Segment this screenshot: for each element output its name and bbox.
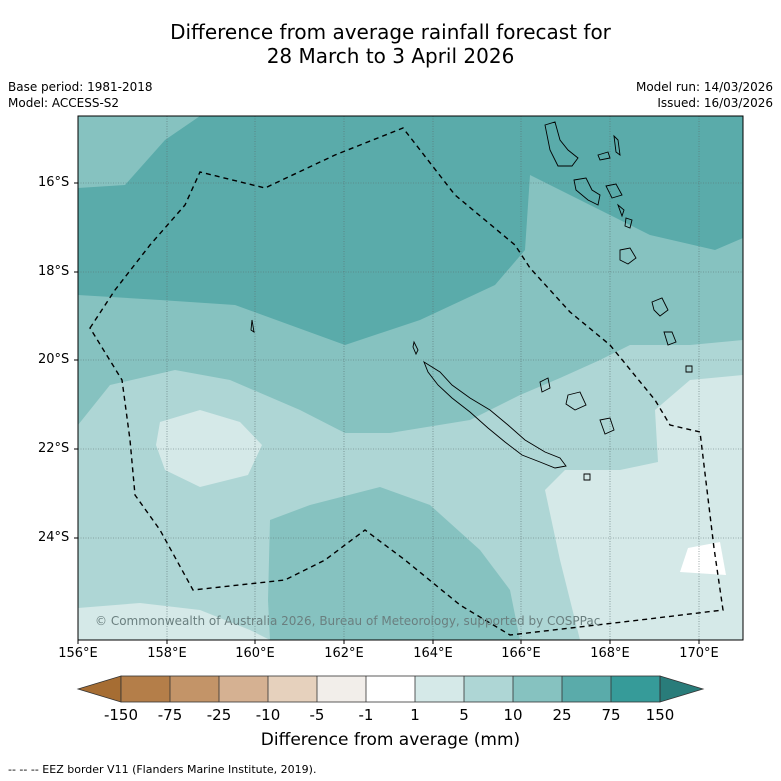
lon-label-160e: 160°E xyxy=(235,646,275,661)
colorbar-extend-low xyxy=(76,675,122,703)
vanuatu-espiritu-santo xyxy=(544,121,579,167)
colorbar-seg-6 xyxy=(366,676,415,702)
colorbar-label: 10 xyxy=(503,706,523,724)
lon-label-170e: 170°E xyxy=(679,646,719,661)
coastlines xyxy=(250,121,693,481)
colorbar-label: 25 xyxy=(552,706,572,724)
colorbar-seg-11 xyxy=(611,676,660,702)
graticule xyxy=(78,116,743,640)
lon-label-162e: 162°E xyxy=(324,646,364,661)
lat-label-24s: 24°S xyxy=(38,530,70,545)
lon-label-158e: 158°E xyxy=(147,646,187,661)
lon-label-168e: 168°E xyxy=(590,646,630,661)
model-run: Model run: 14/03/2026 xyxy=(635,80,773,94)
colorbar-label: -150 xyxy=(103,706,139,724)
lat-label-16s: 16°S xyxy=(38,175,70,190)
colorbar-seg-8 xyxy=(464,676,513,702)
colorbar-seg-2 xyxy=(170,676,219,702)
band-1-5-south-west xyxy=(78,603,270,640)
band-1-5-east xyxy=(545,375,743,640)
meta-right: Model run: 14/03/2026 Issued: 16/03/2026 xyxy=(636,79,773,111)
colorbar-label: -5 xyxy=(309,706,325,724)
colorbar-seg-1 xyxy=(121,676,170,702)
colorbar-label: 150 xyxy=(645,706,675,724)
model-name: Model: ACCESS-S2 xyxy=(8,96,120,110)
colorbar xyxy=(76,675,705,703)
eez-border xyxy=(89,127,724,636)
colorbar-seg-5 xyxy=(317,676,366,702)
colorbar-seg-9 xyxy=(513,676,562,702)
copyright-notice: © Commonwealth of Australia 2026, Bureau… xyxy=(95,614,601,628)
colorbar-label: 1 xyxy=(410,706,420,724)
lat-label-18s: 18°S xyxy=(38,264,70,279)
colorbar-label: -75 xyxy=(157,706,183,724)
meta-left: Base period: 1981-2018 Model: ACCESS-S2 xyxy=(8,79,153,111)
lon-label-164e: 164°E xyxy=(413,646,453,661)
colorbar-title: Difference from average (mm) xyxy=(260,730,521,750)
band-25-75-north xyxy=(78,116,743,345)
lat-label-22s: 22°S xyxy=(38,441,70,456)
title-line-1: Difference from average rainfall forecas… xyxy=(170,20,611,44)
colorbar-seg-3 xyxy=(219,676,268,702)
colorbar-label: -25 xyxy=(206,706,232,724)
band-10-25-nw-corner xyxy=(78,116,200,188)
colorbar-label: -1 xyxy=(358,706,374,724)
lon-label-166e: 166°E xyxy=(501,646,541,661)
lat-label-20s: 20°S xyxy=(38,352,70,367)
colorbar-extend-high xyxy=(659,675,705,703)
map-frame xyxy=(77,115,744,641)
colorbar-label: -10 xyxy=(255,706,281,724)
new-caledonia-island xyxy=(423,360,567,469)
axis-ticks xyxy=(74,182,700,644)
band-neutral-patch xyxy=(680,542,726,575)
eez-footnote: -- -- -- EEZ border V11 (Flanders Marine… xyxy=(8,763,317,776)
colorbar-seg-10 xyxy=(562,676,611,702)
title-line-2: 28 March to 3 April 2026 xyxy=(266,44,515,68)
colorbar-label: 5 xyxy=(459,706,469,724)
issued-date: Issued: 16/03/2026 xyxy=(657,96,773,110)
lon-label-156e: 156°E xyxy=(58,646,98,661)
rainfall-field xyxy=(78,116,743,640)
map-title: Difference from average rainfall forecas… xyxy=(0,20,781,68)
colorbar-seg-4 xyxy=(268,676,317,702)
colorbar-label: 75 xyxy=(601,706,621,724)
colorbar-seg-7 xyxy=(415,676,464,702)
band-1-5-west xyxy=(156,410,262,487)
base-period: Base period: 1981-2018 xyxy=(8,80,153,94)
